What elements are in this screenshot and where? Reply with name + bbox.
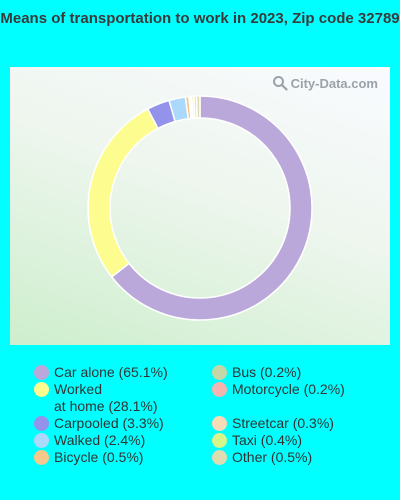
legend-item: Motorcycle (0.2%)	[212, 381, 345, 398]
legend-item: Carpooled (3.3%)	[34, 415, 164, 432]
legend-item: Bus (0.2%)	[212, 364, 301, 381]
search-icon	[272, 76, 288, 91]
legend-label: Streetcar (0.3%)	[232, 415, 334, 431]
legend: Car alone (65.1%) Worked at home (28.1%) Ca…	[0, 364, 400, 500]
legend-label: Worked	[54, 381, 102, 397]
legend-label: Car alone (65.1%)	[54, 364, 168, 380]
donut-slice-car-alone	[110, 95, 313, 321]
legend-label: Taxi (0.4%)	[232, 432, 303, 448]
legend-item: Car alone (65.1%)	[34, 364, 168, 381]
legend-swatch	[212, 416, 227, 431]
watermark-text: City-Data.com	[290, 75, 378, 91]
legend-swatch	[212, 433, 227, 448]
legend-label: Motorcycle (0.2%)	[232, 381, 345, 397]
plot-area: City-Data.com	[10, 67, 390, 345]
legend-item: Taxi (0.4%)	[212, 432, 302, 449]
legend-swatch	[212, 382, 227, 397]
legend-swatch	[34, 382, 49, 397]
legend-swatch	[212, 450, 227, 465]
legend-swatch	[34, 450, 49, 465]
legend-swatch	[212, 365, 227, 380]
legend-item: Walked (2.4%)	[34, 432, 145, 449]
legend-item: Other (0.5%)	[212, 449, 312, 466]
legend-item: Worked at home (28.1%)	[34, 381, 158, 415]
watermark: City-Data.com	[272, 75, 378, 91]
legend-label: Bus (0.2%)	[232, 364, 302, 380]
donut-slice-other	[195, 95, 201, 119]
donut-chart	[87, 95, 313, 321]
legend-label: Bicycle (0.5%)	[54, 449, 144, 465]
legend-item: Bicycle (0.5%)	[34, 449, 143, 466]
legend-label: Carpooled (3.3%)	[54, 415, 164, 431]
legend-label-line2: at home (28.1%)	[54, 398, 158, 414]
legend-swatch	[34, 433, 49, 448]
legend-label: Other (0.5%)	[232, 449, 313, 465]
donut-slice-worked-at-home	[87, 107, 160, 278]
legend-swatch	[34, 416, 49, 431]
legend-item: Streetcar (0.3%)	[212, 415, 334, 432]
legend-swatch	[34, 365, 49, 380]
chart-title: Means of transportation to work in 2023,…	[0, 10, 400, 27]
legend-label: Walked (2.4%)	[54, 432, 146, 448]
